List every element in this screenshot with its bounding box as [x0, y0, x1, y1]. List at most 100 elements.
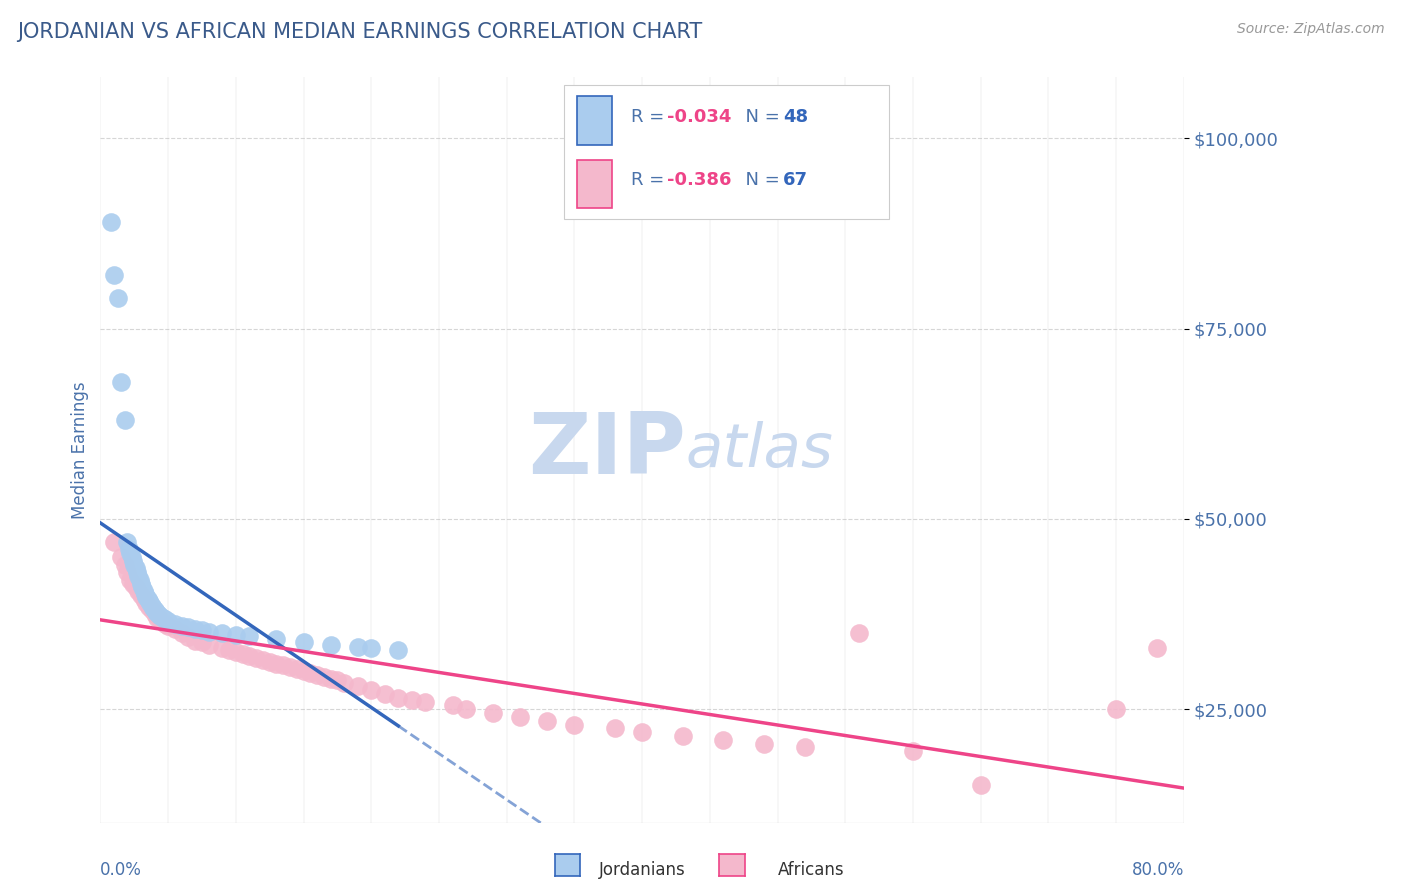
Text: atlas: atlas: [686, 421, 834, 480]
Africans: [143, 607, 166, 621]
Africans: [117, 566, 139, 580]
Jordanians: [184, 622, 207, 636]
Africans: [970, 779, 993, 793]
Africans: [135, 596, 157, 610]
Africans: [278, 660, 301, 674]
Jordanians: [387, 643, 409, 657]
Jordanians: [170, 618, 193, 632]
Text: 67: 67: [783, 171, 808, 189]
Jordanians: [131, 581, 153, 595]
Africans: [132, 591, 155, 606]
Jordanians: [135, 590, 157, 604]
Jordanians: [114, 413, 136, 427]
Jordanians: [197, 624, 219, 639]
Africans: [603, 722, 626, 736]
Jordanians: [110, 375, 132, 389]
Jordanians: [124, 561, 146, 575]
Africans: [271, 658, 294, 673]
Text: -0.034: -0.034: [666, 108, 731, 126]
Africans: [127, 584, 149, 599]
Bar: [576, 96, 612, 145]
Jordanians: [148, 607, 170, 622]
Africans: [157, 618, 180, 632]
Text: N =: N =: [734, 108, 786, 126]
Jordanians: [132, 584, 155, 599]
Africans: [326, 673, 349, 688]
Africans: [307, 668, 329, 682]
Jordanians: [103, 268, 125, 283]
Africans: [146, 611, 169, 625]
Africans: [170, 626, 193, 640]
Africans: [285, 662, 308, 676]
Africans: [374, 687, 396, 701]
Africans: [319, 672, 342, 686]
Jordanians: [134, 586, 156, 600]
Text: JORDANIAN VS AFRICAN MEDIAN EARNINGS CORRELATION CHART: JORDANIAN VS AFRICAN MEDIAN EARNINGS COR…: [17, 22, 702, 42]
Africans: [138, 599, 160, 614]
Jordanians: [157, 614, 180, 628]
Jordanians: [143, 603, 166, 617]
FancyBboxPatch shape: [564, 85, 889, 219]
Africans: [245, 650, 267, 665]
Africans: [312, 670, 335, 684]
Africans: [564, 717, 586, 731]
Africans: [482, 706, 505, 720]
Africans: [454, 702, 477, 716]
Jordanians: [121, 549, 143, 564]
Text: N =: N =: [734, 171, 786, 189]
Jordanians: [141, 599, 163, 613]
Jordanians: [191, 623, 214, 637]
Jordanians: [139, 597, 162, 611]
Africans: [672, 729, 695, 743]
Africans: [103, 534, 125, 549]
Africans: [152, 615, 174, 629]
Africans: [346, 680, 368, 694]
Jordanians: [121, 554, 143, 568]
Jordanians: [125, 566, 148, 580]
Africans: [292, 664, 315, 678]
Africans: [299, 665, 322, 680]
Text: 48: 48: [783, 108, 808, 126]
Jordanians: [145, 605, 167, 619]
Jordanians: [177, 620, 200, 634]
Africans: [184, 633, 207, 648]
Jordanians: [155, 612, 177, 626]
Text: 0.0%: 0.0%: [100, 861, 142, 879]
Text: -0.386: -0.386: [666, 171, 731, 189]
Jordanians: [136, 591, 159, 606]
Jordanians: [120, 546, 142, 560]
Jordanians: [346, 640, 368, 654]
Text: R =: R =: [631, 171, 671, 189]
Africans: [110, 549, 132, 564]
Text: ZIP: ZIP: [527, 409, 686, 492]
Jordanians: [129, 576, 152, 591]
Africans: [793, 740, 815, 755]
Jordanians: [142, 601, 165, 615]
Africans: [509, 710, 531, 724]
Jordanians: [225, 628, 247, 642]
Africans: [415, 695, 437, 709]
Africans: [191, 635, 214, 649]
Africans: [238, 648, 260, 663]
Jordanians: [266, 632, 288, 647]
Africans: [387, 690, 409, 705]
Africans: [752, 737, 775, 751]
Africans: [713, 732, 735, 747]
Africans: [129, 588, 152, 602]
Jordanians: [163, 617, 186, 632]
Jordanians: [360, 641, 382, 656]
Jordanians: [127, 569, 149, 583]
Text: Jordanians: Jordanians: [599, 861, 686, 879]
Africans: [218, 643, 240, 657]
Jordanians: [238, 629, 260, 643]
Africans: [536, 714, 558, 728]
Text: Source: ZipAtlas.com: Source: ZipAtlas.com: [1237, 22, 1385, 37]
Africans: [197, 638, 219, 652]
Jordanians: [118, 542, 141, 557]
Jordanians: [138, 594, 160, 608]
Africans: [266, 657, 288, 671]
Africans: [901, 744, 924, 758]
Jordanians: [146, 607, 169, 621]
Africans: [141, 603, 163, 617]
Africans: [631, 725, 654, 739]
